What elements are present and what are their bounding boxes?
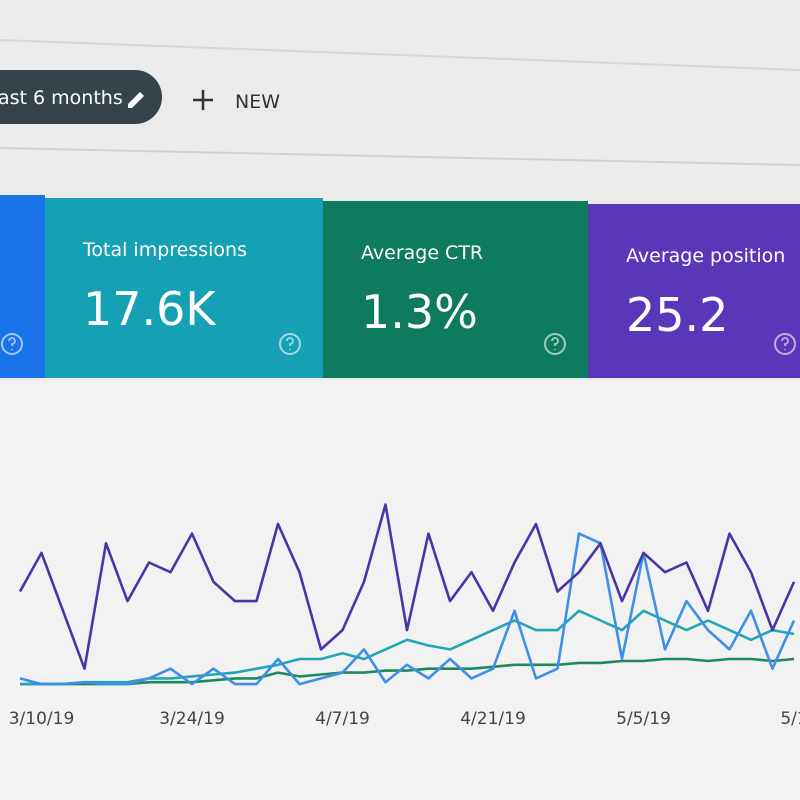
metric-value: 17.6K: [83, 282, 217, 336]
x-tick-label: 4/21/19: [460, 709, 526, 729]
help-glyph: [551, 337, 559, 350]
series-line: [20, 657, 795, 686]
metric-card: [323, 201, 588, 378]
help-icon[interactable]: [279, 333, 301, 355]
help-icon[interactable]: [774, 333, 796, 355]
metric-cards: Total impressions 17.6K Average CTR 1.3% Ave…: [0, 195, 800, 378]
new-button[interactable]: NEW: [193, 90, 280, 113]
chip-label: ast 6 months: [0, 87, 123, 109]
plus-icon: [193, 90, 213, 110]
x-tick-label: 4/7/19: [315, 709, 370, 729]
x-tick-label: 3/24/19: [159, 709, 225, 729]
date-range-chip[interactable]: [0, 70, 162, 124]
help-icon[interactable]: [1, 333, 23, 355]
x-tick-label: 5/5/19: [616, 709, 671, 729]
series-line: [19, 532, 796, 686]
metric-card: [588, 204, 800, 378]
help-glyph: [781, 337, 789, 350]
metric-card: [0, 195, 45, 378]
help-glyph: [8, 337, 16, 350]
edit-icon[interactable]: [128, 92, 144, 108]
metric-value: 25.2: [626, 288, 728, 342]
help-icon[interactable]: [544, 333, 566, 355]
metric-label: Total impressions: [82, 239, 247, 261]
series-line: [18, 503, 796, 670]
metric-value: 1.3%: [361, 285, 478, 339]
help-glyph: [286, 337, 294, 350]
top-divider: [0, 39, 800, 71]
performance-chart: 3/10/19 3/24/19 4/7/19 4/21/19 5/5/19 5/1: [9, 503, 800, 729]
toolbar-divider: [0, 147, 800, 166]
metric-label: Average CTR: [361, 242, 483, 264]
x-tick-label: 5/1: [780, 709, 800, 729]
metric-card: [45, 198, 323, 378]
x-tick-label: 3/10/19: [9, 709, 75, 729]
metric-label: Average position: [626, 245, 785, 267]
new-label[interactable]: NEW: [235, 91, 280, 113]
